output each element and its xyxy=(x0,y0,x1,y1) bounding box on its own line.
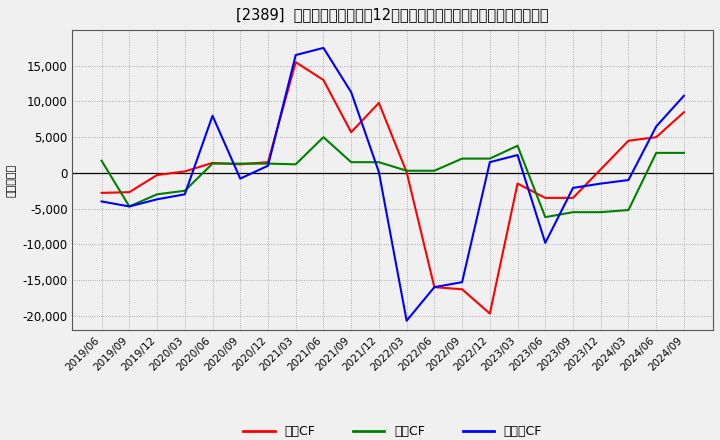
Line: 投資CF: 投資CF xyxy=(102,137,684,217)
フリーCF xyxy=(652,124,660,129)
Line: フリーCF: フリーCF xyxy=(102,48,684,321)
営業CF xyxy=(569,195,577,201)
営業CF xyxy=(513,181,522,186)
営業CF xyxy=(347,129,356,135)
営業CF xyxy=(596,167,605,172)
投資CF xyxy=(292,161,300,167)
フリーCF xyxy=(264,163,272,169)
投資CF xyxy=(153,192,161,197)
営業CF xyxy=(541,195,549,201)
営業CF xyxy=(125,190,134,195)
投資CF xyxy=(374,160,383,165)
Legend: 営業CF, 投資CF, フリーCF: 営業CF, 投資CF, フリーCF xyxy=(238,420,547,440)
投資CF xyxy=(513,143,522,148)
フリーCF xyxy=(153,197,161,202)
フリーCF xyxy=(319,45,328,51)
営業CF xyxy=(292,59,300,65)
投資CF xyxy=(596,209,605,215)
営業CF xyxy=(181,169,189,174)
営業CF xyxy=(652,135,660,140)
営業CF xyxy=(264,160,272,165)
フリーCF xyxy=(430,285,438,290)
営業CF xyxy=(430,285,438,290)
投資CF xyxy=(624,207,633,213)
投資CF xyxy=(208,161,217,166)
投資CF xyxy=(569,209,577,215)
投資CF xyxy=(125,204,134,209)
フリーCF xyxy=(208,113,217,118)
Title: [2389]  キャッシュフローの12か月移動合計の対前年同期増減額の推移: [2389] キャッシュフローの12か月移動合計の対前年同期増減額の推移 xyxy=(236,7,549,22)
営業CF xyxy=(402,169,411,175)
投資CF xyxy=(680,150,688,155)
Line: 営業CF: 営業CF xyxy=(102,62,684,314)
投資CF xyxy=(319,135,328,140)
営業CF xyxy=(97,190,106,195)
フリーCF xyxy=(513,152,522,158)
フリーCF xyxy=(458,279,467,285)
フリーCF xyxy=(569,185,577,191)
投資CF xyxy=(97,158,106,163)
投資CF xyxy=(541,215,549,220)
Y-axis label: （百万円）: （百万円） xyxy=(7,164,17,197)
フリーCF xyxy=(292,52,300,58)
フリーCF xyxy=(624,177,633,183)
投資CF xyxy=(458,156,467,161)
フリーCF xyxy=(181,192,189,197)
営業CF xyxy=(485,311,494,316)
投資CF xyxy=(264,161,272,166)
フリーCF xyxy=(680,93,688,99)
投資CF xyxy=(430,168,438,173)
フリーCF xyxy=(485,160,494,165)
フリーCF xyxy=(125,204,134,209)
営業CF xyxy=(236,161,245,167)
投資CF xyxy=(652,150,660,155)
営業CF xyxy=(680,110,688,115)
営業CF xyxy=(208,160,217,165)
営業CF xyxy=(319,77,328,83)
投資CF xyxy=(236,161,245,166)
フリーCF xyxy=(402,318,411,323)
フリーCF xyxy=(374,169,383,175)
投資CF xyxy=(485,156,494,161)
投資CF xyxy=(402,168,411,173)
フリーCF xyxy=(596,181,605,186)
営業CF xyxy=(624,138,633,143)
フリーCF xyxy=(236,176,245,181)
営業CF xyxy=(153,172,161,178)
営業CF xyxy=(374,100,383,106)
営業CF xyxy=(458,286,467,292)
投資CF xyxy=(181,188,189,194)
フリーCF xyxy=(541,240,549,246)
フリーCF xyxy=(97,199,106,204)
投資CF xyxy=(347,160,356,165)
フリーCF xyxy=(347,90,356,95)
